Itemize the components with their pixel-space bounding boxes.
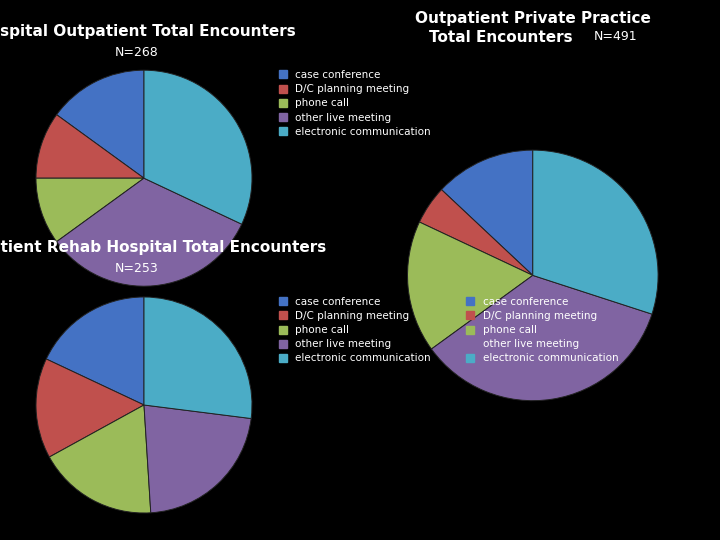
Text: N=253: N=253 (115, 262, 158, 275)
Wedge shape (144, 297, 252, 418)
Wedge shape (46, 297, 144, 405)
Wedge shape (50, 405, 150, 513)
Legend: case conference, D/C planning meeting, phone call, other live meeting, electroni: case conference, D/C planning meeting, p… (279, 70, 431, 137)
Text: N=491: N=491 (594, 30, 637, 43)
Text: Hospital Outpatient Total Encounters: Hospital Outpatient Total Encounters (0, 24, 296, 39)
Wedge shape (144, 70, 252, 224)
Wedge shape (408, 222, 533, 349)
Wedge shape (57, 178, 242, 286)
Text: N=268: N=268 (115, 46, 158, 59)
Text: Outpatient Private Practice: Outpatient Private Practice (415, 11, 651, 26)
Wedge shape (533, 150, 658, 314)
Wedge shape (431, 275, 652, 401)
Wedge shape (36, 359, 144, 457)
Wedge shape (420, 190, 533, 275)
Wedge shape (36, 114, 144, 178)
Text: Outpatient Rehab Hospital Total Encounters: Outpatient Rehab Hospital Total Encounte… (0, 240, 326, 255)
Legend: case conference, D/C planning meeting, phone call, other live meeting, electroni: case conference, D/C planning meeting, p… (466, 297, 618, 363)
Legend: case conference, D/C planning meeting, phone call, other live meeting, electroni: case conference, D/C planning meeting, p… (279, 297, 431, 363)
Wedge shape (36, 178, 144, 242)
Text: Total Encounters: Total Encounters (428, 30, 572, 45)
Wedge shape (144, 405, 251, 513)
Wedge shape (57, 70, 144, 178)
Wedge shape (441, 150, 533, 275)
